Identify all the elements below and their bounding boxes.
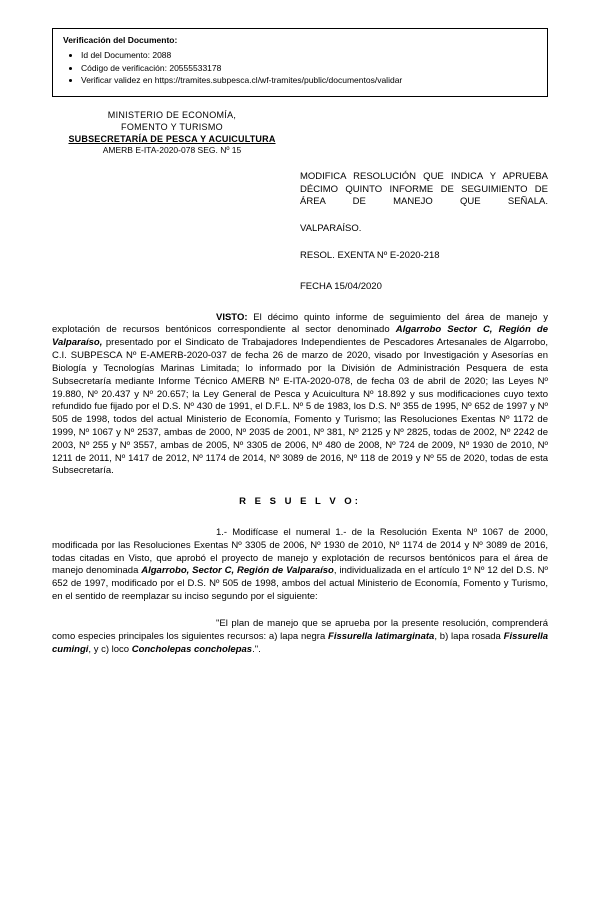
para2-text-d: .". [252, 644, 261, 655]
subsecretaria: SUBSECRETARÍA DE PESCA Y ACUICULTURA [52, 133, 292, 145]
amerb-ref: AMERB E-ITA-2020-078 SEG. Nº 15 [52, 145, 292, 156]
resolution-date: FECHA 15/04/2020 [300, 281, 548, 294]
header-right-block: MODIFICA RESOLUCIÓN QUE INDICA Y APRUEBA… [300, 171, 548, 294]
verification-item: Id del Documento: 2088 [81, 50, 537, 61]
resolution-subject: MODIFICA RESOLUCIÓN QUE INDICA Y APRUEBA… [300, 171, 548, 209]
verification-item: Verificar validez en https://tramites.su… [81, 75, 537, 86]
verification-box: Verificación del Documento: Id del Docum… [52, 28, 548, 97]
species-3: Concholepas concholepas [132, 644, 252, 655]
ministry-name-2: FOMENTO Y TURISMO [52, 121, 292, 133]
verification-list: Id del Documento: 2088 Código de verific… [63, 50, 537, 86]
resolution-number: RESOL. EXENTA Nº E-2020-218 [300, 250, 548, 263]
city: VALPARAÍSO. [300, 223, 548, 236]
ministry-block: MINISTERIO DE ECONOMÍA, FOMENTO Y TURISM… [52, 109, 292, 157]
species-1: Fissurella latimarginata [328, 631, 434, 642]
ministry-name-1: MINISTERIO DE ECONOMÍA, [52, 109, 292, 121]
para2-text-c: , y c) loco [88, 644, 131, 655]
resolve-paragraph-1: 1.- Modifícase el numeral 1.- de la Reso… [52, 527, 548, 604]
para1-sector: Algarrobo, Sector C, Región de Valparaís… [141, 565, 334, 576]
visto-paragraph: VISTO: El décimo quinto informe de segui… [52, 312, 548, 479]
resuelvo-heading: R E S U E L V O: [52, 496, 548, 509]
visto-text-b: presentado por el Sindicato de Trabajado… [52, 337, 548, 476]
visto-label: VISTO: [216, 312, 248, 323]
para2-text-b: , b) lapa rosada [434, 631, 503, 642]
verification-item: Código de verificación: 20555533178 [81, 63, 537, 74]
verification-title: Verificación del Documento: [63, 35, 537, 46]
resolve-paragraph-2: "El plan de manejo que se aprueba por la… [52, 618, 548, 656]
